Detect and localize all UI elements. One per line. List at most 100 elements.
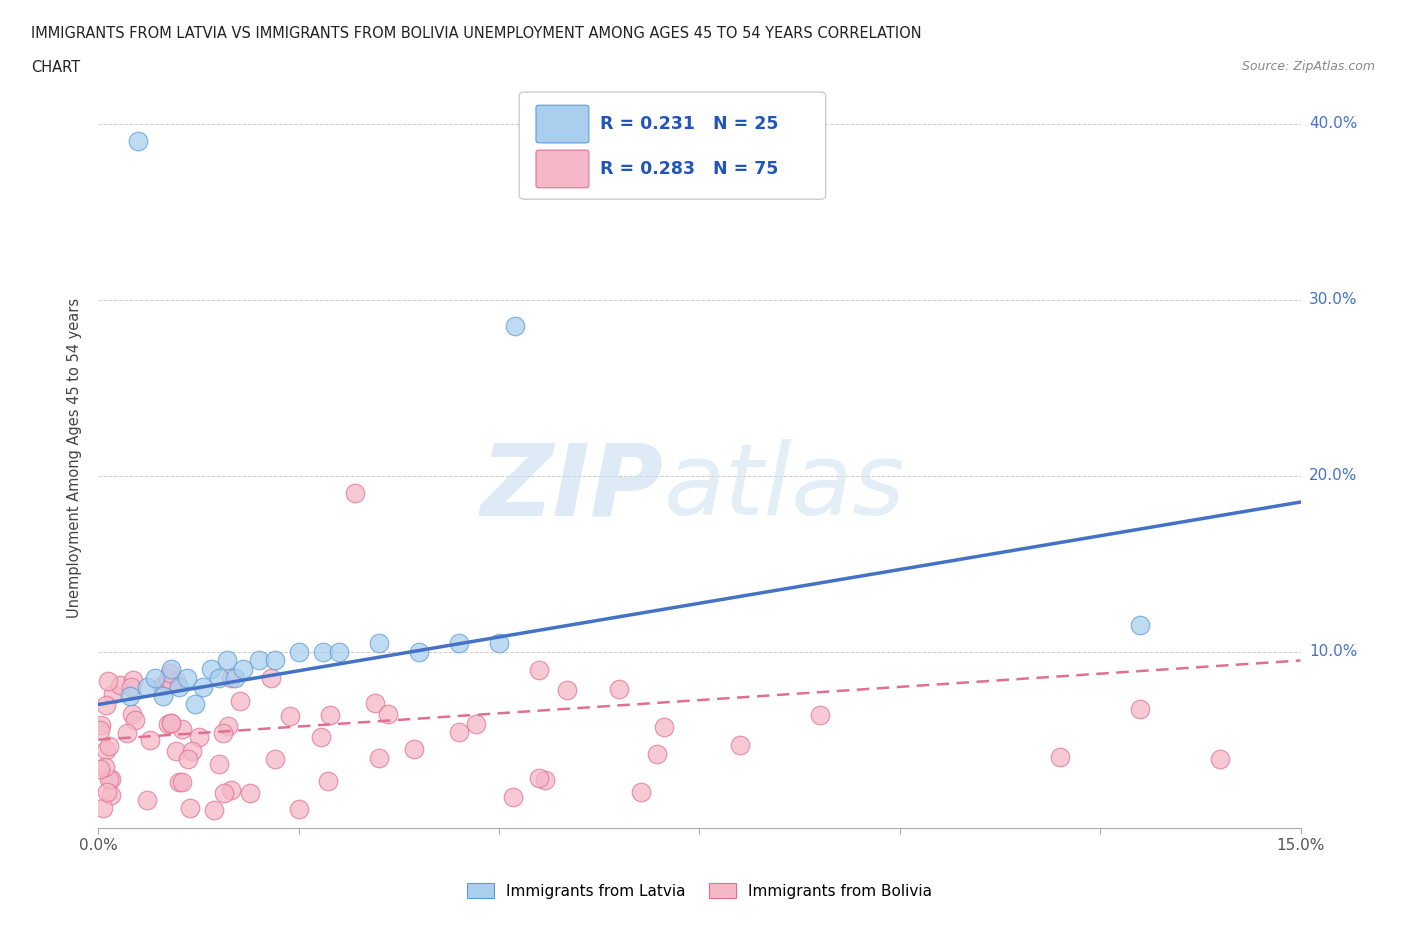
Point <box>136 792 159 807</box>
Point <box>121 706 143 721</box>
Legend: Immigrants from Latvia, Immigrants from Bolivia: Immigrants from Latvia, Immigrants from … <box>460 877 939 905</box>
Point <box>159 662 181 677</box>
Point <box>263 653 285 668</box>
Point <box>159 716 181 731</box>
Point <box>183 698 205 712</box>
Point <box>502 790 524 804</box>
Point <box>488 635 510 650</box>
Point <box>316 773 339 788</box>
Point <box>215 653 238 668</box>
Point <box>98 772 121 787</box>
Point <box>177 751 200 766</box>
Point <box>404 741 426 756</box>
Point <box>169 775 191 790</box>
Point <box>157 717 180 732</box>
Point <box>221 671 243 685</box>
Point <box>207 756 229 771</box>
Point <box>287 802 309 817</box>
Point <box>160 715 183 730</box>
Point <box>464 716 486 731</box>
Point <box>97 673 120 688</box>
Point <box>202 803 225 817</box>
Point <box>232 662 254 677</box>
Point <box>89 723 111 737</box>
Point <box>212 725 235 740</box>
Point <box>368 635 391 650</box>
Point <box>91 801 114 816</box>
Point <box>156 671 179 686</box>
Point <box>179 801 201 816</box>
Point <box>1209 751 1232 766</box>
Point <box>260 671 283 685</box>
Text: Source: ZipAtlas.com: Source: ZipAtlas.com <box>1241 60 1375 73</box>
Point <box>219 783 242 798</box>
FancyBboxPatch shape <box>519 92 825 199</box>
Text: 10.0%: 10.0% <box>1309 644 1357 659</box>
Point <box>343 485 366 500</box>
Point <box>96 785 118 800</box>
Point <box>529 771 551 786</box>
Point <box>152 679 174 694</box>
Point <box>96 698 118 712</box>
Text: 30.0%: 30.0% <box>1309 292 1357 307</box>
Point <box>170 775 193 790</box>
Y-axis label: Unemployment Among Ages 45 to 54 years: Unemployment Among Ages 45 to 54 years <box>67 298 83 618</box>
Text: CHART: CHART <box>31 60 80 75</box>
Point <box>288 644 311 659</box>
Point <box>368 751 391 765</box>
Point <box>609 682 631 697</box>
Point <box>728 737 751 752</box>
Point <box>319 707 342 722</box>
FancyBboxPatch shape <box>536 105 589 143</box>
Point <box>1129 618 1152 632</box>
Point <box>159 666 181 681</box>
Point <box>139 733 162 748</box>
Point <box>122 673 145 688</box>
Point <box>90 718 112 733</box>
Point <box>533 772 555 787</box>
Point <box>115 725 138 740</box>
Point <box>120 679 142 694</box>
Point <box>527 663 550 678</box>
Text: R = 0.231   N = 25: R = 0.231 N = 25 <box>600 115 778 133</box>
Point <box>645 746 668 761</box>
Point <box>170 722 193 737</box>
Point <box>165 673 187 688</box>
Point <box>377 707 399 722</box>
Point <box>447 635 470 650</box>
Point <box>229 694 252 709</box>
Point <box>94 760 117 775</box>
Point <box>180 743 202 758</box>
Point <box>217 718 239 733</box>
Point <box>128 134 150 149</box>
Point <box>309 730 332 745</box>
Text: 40.0%: 40.0% <box>1309 116 1357 131</box>
Point <box>630 785 652 800</box>
Text: IMMIGRANTS FROM LATVIA VS IMMIGRANTS FROM BOLIVIA UNEMPLOYMENT AMONG AGES 45 TO : IMMIGRANTS FROM LATVIA VS IMMIGRANTS FRO… <box>31 26 921 41</box>
Point <box>120 688 142 703</box>
Point <box>278 709 301 724</box>
Point <box>94 743 117 758</box>
Point <box>176 671 198 685</box>
Point <box>152 688 174 703</box>
Text: R = 0.283   N = 75: R = 0.283 N = 75 <box>600 160 778 178</box>
Point <box>135 680 157 695</box>
Point <box>1049 750 1071 764</box>
FancyBboxPatch shape <box>536 150 589 188</box>
Point <box>1129 702 1152 717</box>
Point <box>200 662 222 677</box>
Point <box>312 644 335 659</box>
Point <box>328 644 350 659</box>
Point <box>503 319 526 334</box>
Point <box>89 761 111 776</box>
Point <box>212 786 235 801</box>
Point <box>808 707 831 722</box>
Point <box>100 788 122 803</box>
Point <box>108 678 131 693</box>
Point <box>555 683 578 698</box>
Point <box>408 644 430 659</box>
Point <box>364 696 387 711</box>
Text: 20.0%: 20.0% <box>1309 468 1357 483</box>
Point <box>100 772 122 787</box>
Point <box>208 671 231 685</box>
